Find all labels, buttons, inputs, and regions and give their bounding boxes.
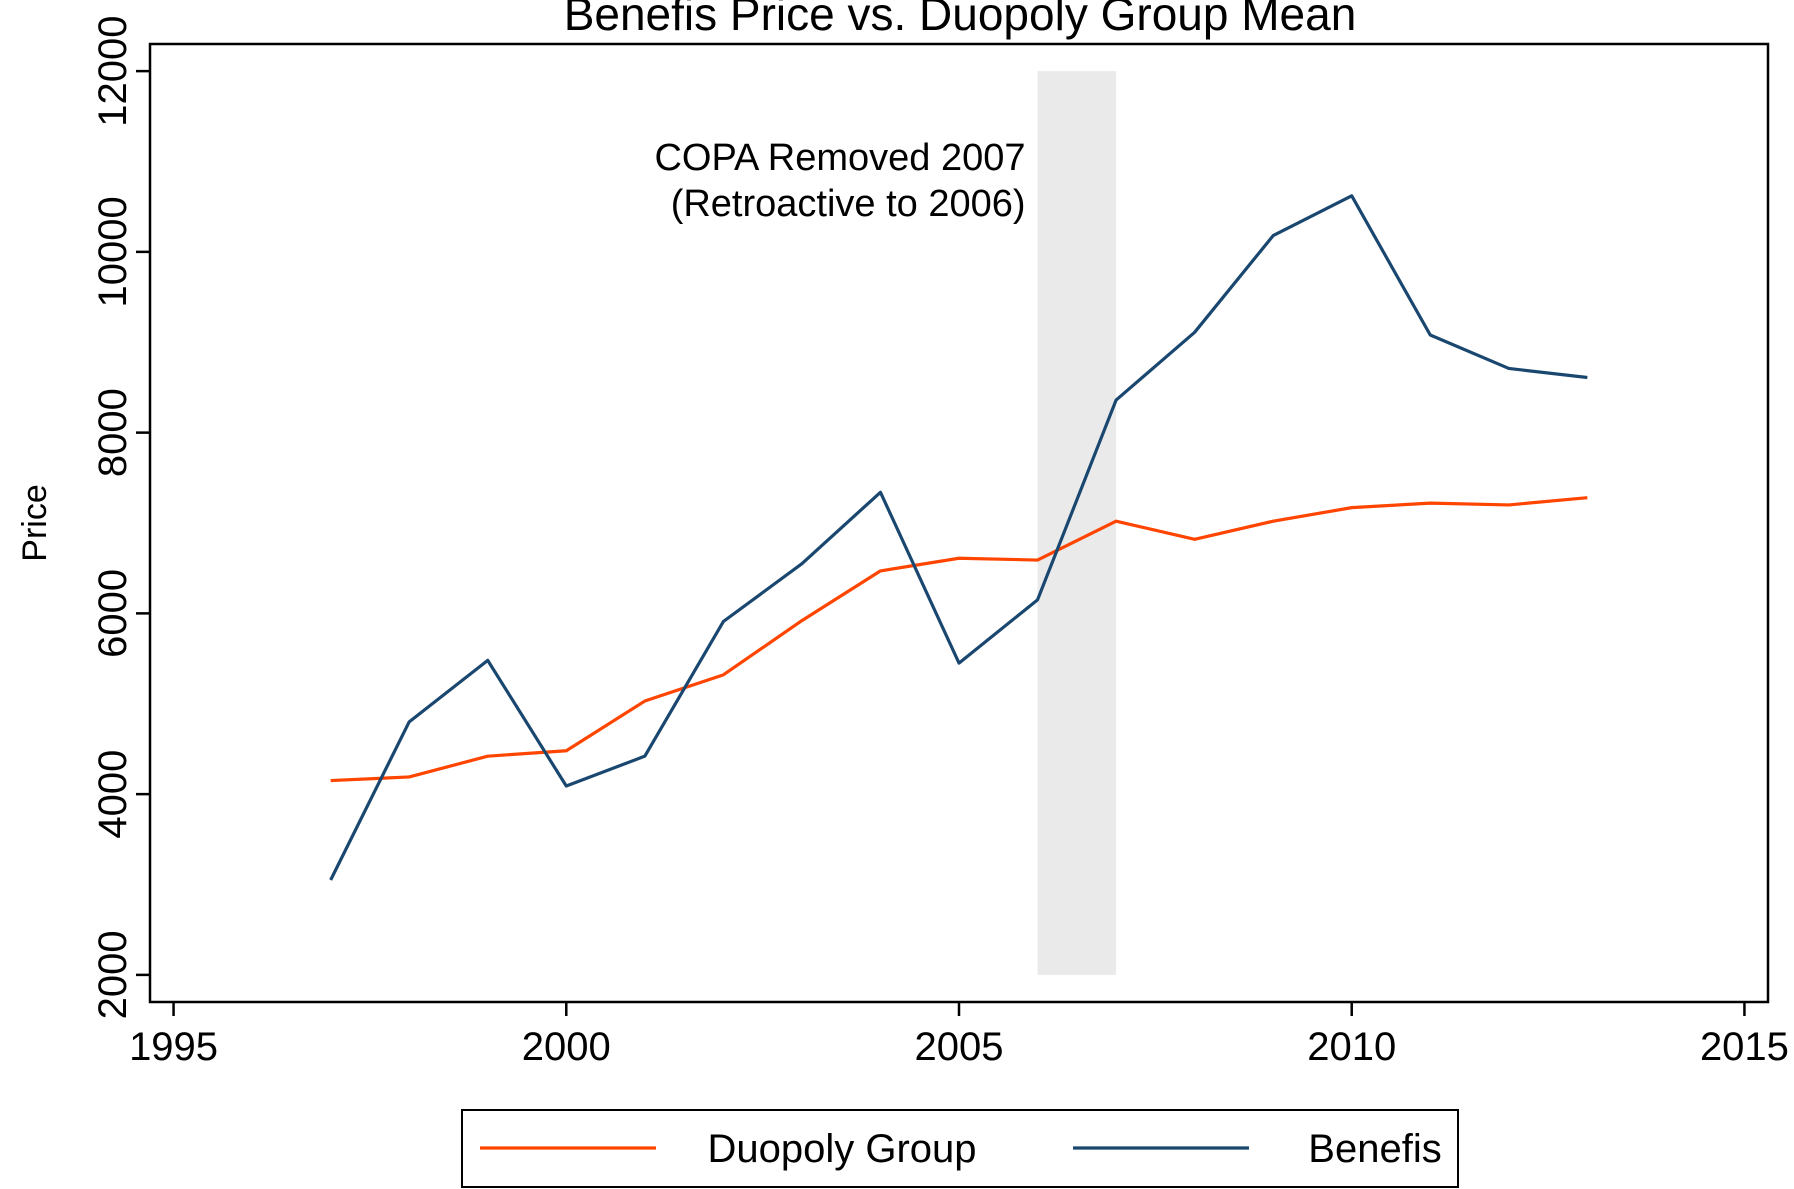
- y-tick-label: 4000: [91, 750, 135, 839]
- x-tick-label: 2015: [1700, 1025, 1789, 1069]
- y-tick-label: 2000: [91, 930, 135, 1019]
- y-tick-label: 12000: [91, 15, 135, 126]
- y-tick-label: 8000: [91, 388, 135, 477]
- y-tick-label: 6000: [91, 569, 135, 658]
- x-tick-label: 2000: [522, 1025, 611, 1069]
- legend-label: Duopoly Group: [707, 1127, 976, 1171]
- legend-label: Benefis: [1308, 1127, 1441, 1171]
- series-line: [330, 496, 1588, 783]
- series-line: [329, 194, 1588, 881]
- shaded-region: [1037, 71, 1117, 975]
- x-tick-label: 1995: [129, 1025, 218, 1069]
- chart-title: Benefis Price vs. Duopoly Group Mean: [564, 0, 1357, 40]
- x-tick-label: 2005: [915, 1025, 1004, 1069]
- y-axis-label: Price: [16, 484, 54, 561]
- y-tick-label: 10000: [91, 196, 135, 307]
- x-tick-label: 2010: [1307, 1025, 1396, 1069]
- annotation: COPA Removed 2007: [654, 137, 1025, 179]
- annotation: (Retroactive to 2006): [671, 183, 1026, 225]
